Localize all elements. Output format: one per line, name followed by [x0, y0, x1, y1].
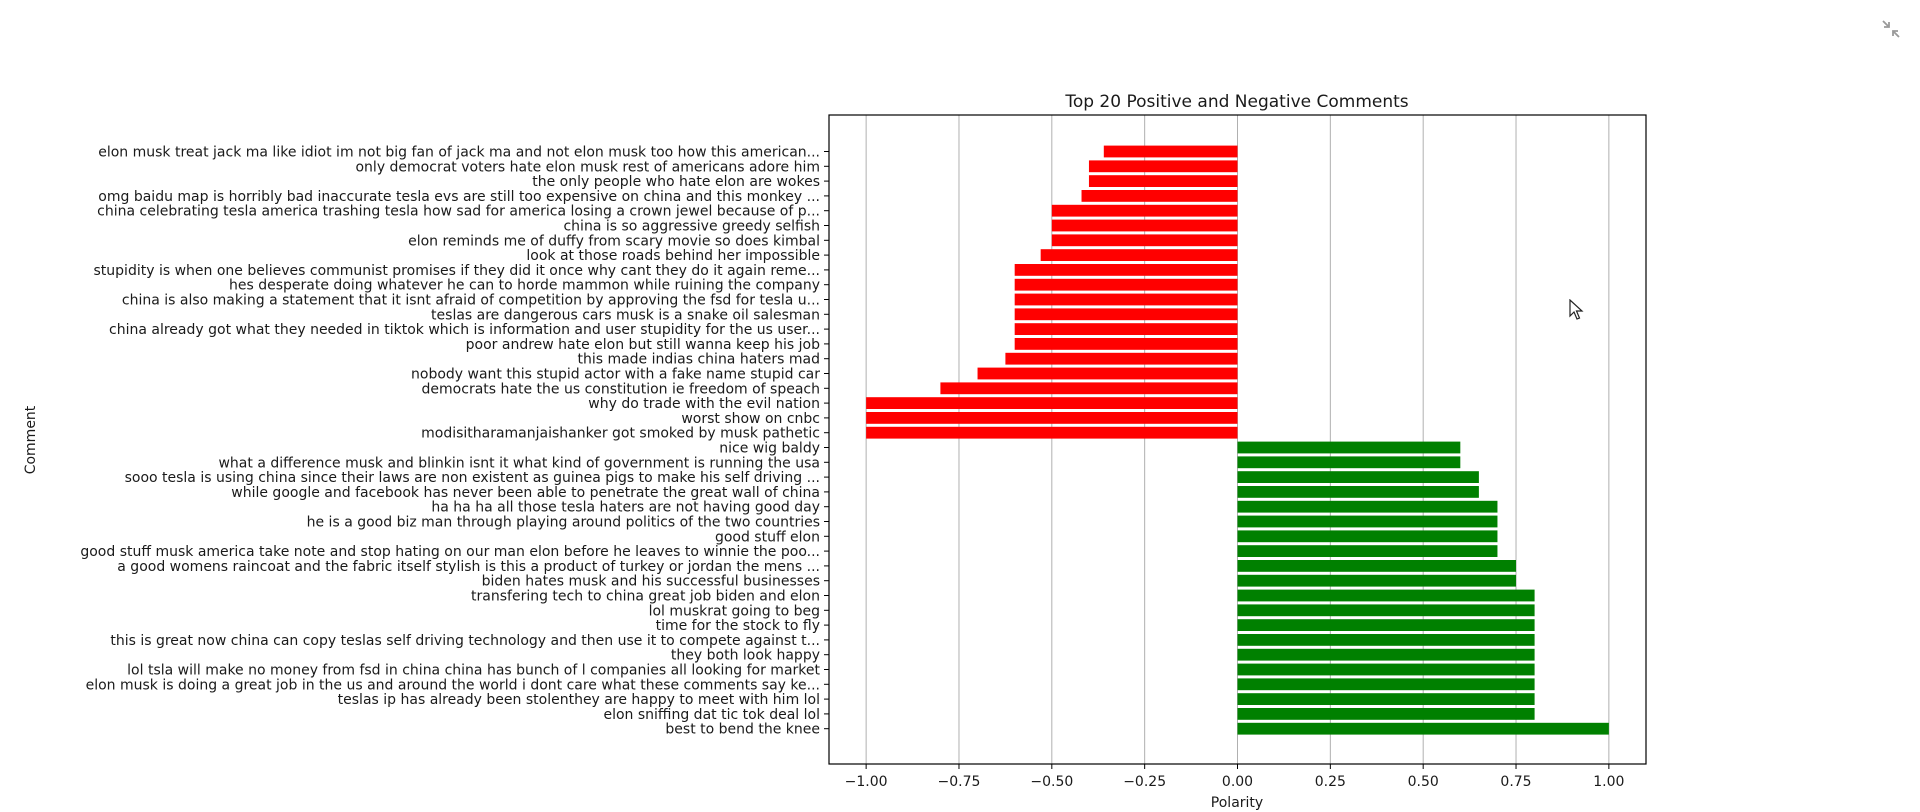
x-axis-label: Polarity: [1211, 795, 1263, 811]
positive-bar: [1237, 545, 1498, 557]
y-tick-label: good stuff elon: [715, 529, 820, 545]
negative-bar: [866, 397, 1238, 409]
y-tick-label: sooo tesla is using china since their la…: [125, 470, 820, 486]
y-tick-label: best to bend the knee: [665, 722, 820, 738]
y-tick-label: omg baidu map is horribly bad inaccurate…: [98, 189, 820, 205]
positive-bar: [1237, 634, 1535, 646]
positive-bar: [1237, 648, 1535, 661]
positive-bar: [1237, 560, 1517, 572]
negative-bar: [1014, 308, 1238, 321]
y-tick-label: stupidity is when one believes communist…: [94, 263, 820, 279]
y-tick-label: china is so aggressive greedy selfish: [563, 219, 820, 235]
y-tick-label: this made indias china haters mad: [577, 352, 820, 368]
positive-bar: [1237, 530, 1498, 543]
y-tick-label: a good womens raincoat and the fabric it…: [117, 559, 820, 575]
negative-bar: [1005, 352, 1238, 365]
y-axis-label: Comment: [23, 405, 39, 474]
negative-bar: [866, 426, 1238, 439]
x-tick-label: −1.00: [845, 774, 888, 790]
y-axis-ticks: elon musk treat jack ma like idiot im no…: [80, 145, 829, 738]
y-tick-label: he is a good biz man through playing aro…: [307, 515, 820, 531]
negative-bar: [1014, 264, 1238, 276]
y-tick-label: worst show on cnbc: [681, 411, 820, 427]
positive-bar: [1237, 722, 1609, 735]
y-tick-label: poor andrew hate elon but still wanna ke…: [466, 337, 820, 353]
y-tick-label: lol tsla will make no money from fsd in …: [127, 663, 820, 679]
y-tick-label: china celebrating tesla america trashing…: [97, 204, 820, 220]
mouse-pointer-icon: [1569, 298, 1585, 321]
positive-bar: [1237, 678, 1535, 691]
positive-bar: [1237, 693, 1535, 705]
positive-bar: [1237, 441, 1461, 454]
positive-bar: [1237, 515, 1498, 528]
y-tick-label: elon sniffing dat tic tok deal lol: [603, 707, 820, 723]
negative-bar: [977, 367, 1238, 380]
positive-bar: [1237, 574, 1517, 587]
positive-bar: [1237, 456, 1461, 469]
positive-bar: [1237, 708, 1535, 720]
negative-bar: [1014, 293, 1238, 306]
positive-bar: [1237, 619, 1535, 631]
y-tick-label: while google and facebook has never been…: [231, 485, 820, 501]
positive-bar: [1237, 486, 1479, 498]
negative-bar: [1051, 234, 1238, 247]
y-tick-label: time for the stock to fly: [656, 618, 820, 634]
x-axis-ticks: −1.00 −0.75 −0.50 −0.25 0.00 0.25 0.50 0.75 1.00: [845, 764, 1624, 790]
y-tick-label: china already got what they needed in ti…: [109, 322, 820, 338]
y-tick-label: modisitharamanjaishanker got smoked by m…: [421, 426, 820, 442]
negative-bar: [1014, 323, 1238, 335]
y-tick-label: the only people who hate elon are wokes: [532, 174, 820, 190]
y-tick-label: democrats hate the us constitution ie fr…: [422, 381, 820, 397]
negative-bar: [1088, 160, 1238, 173]
y-tick-label: only democrat voters hate elon musk rest…: [355, 159, 820, 175]
negative-bar: [1014, 278, 1238, 291]
positive-bar: [1237, 500, 1498, 513]
x-tick-label: 0.50: [1408, 774, 1439, 790]
negative-bar: [866, 412, 1238, 424]
y-tick-label: they both look happy: [671, 648, 820, 664]
y-tick-label: good stuff musk america take note and st…: [80, 544, 820, 560]
y-tick-label: teslas are dangerous cars musk is a snak…: [431, 307, 820, 323]
y-tick-label: look at those roads behind her impossibl…: [526, 248, 820, 264]
y-tick-label: lol muskrat going to beg: [649, 603, 820, 619]
positive-bar: [1237, 471, 1479, 483]
x-tick-label: −0.50: [1030, 774, 1073, 790]
x-tick-label: −0.25: [1123, 774, 1166, 790]
negative-bar: [1103, 145, 1238, 158]
y-tick-label: nice wig baldy: [719, 441, 820, 457]
negative-bar: [1081, 190, 1238, 202]
y-tick-label: china is also making a statement that it…: [122, 293, 820, 309]
chart-title: Top 20 Positive and Negative Comments: [1064, 92, 1408, 112]
x-tick-label: 1.00: [1593, 774, 1624, 790]
y-tick-label: elon musk treat jack ma like idiot im no…: [98, 145, 820, 161]
positive-bar: [1237, 663, 1535, 676]
positive-bar: [1237, 604, 1535, 617]
y-tick-label: nobody want this stupid actor with a fak…: [411, 367, 820, 383]
y-tick-label: teslas ip has already been stolenthey ar…: [338, 692, 820, 708]
collapse-arrows-icon[interactable]: [1880, 18, 1902, 40]
positive-bar: [1237, 589, 1535, 602]
bars: [866, 145, 1609, 735]
y-tick-label: this is great now china can copy teslas …: [110, 633, 820, 649]
y-tick-label: transfering tech to china great job bide…: [471, 589, 820, 605]
negative-bar: [940, 382, 1238, 395]
y-tick-label: why do trade with the evil nation: [588, 396, 820, 412]
negative-bar: [1051, 204, 1238, 217]
negative-bar: [1088, 175, 1238, 187]
negative-bar: [1040, 249, 1238, 261]
x-tick-label: 0.00: [1222, 774, 1253, 790]
y-tick-label: ha ha ha all those tesla haters are not …: [431, 500, 820, 516]
negative-bar: [1051, 219, 1238, 232]
x-tick-label: −0.75: [938, 774, 981, 790]
y-tick-label: biden hates musk and his successful busi…: [482, 574, 820, 590]
y-tick-label: what a difference musk and blinkin isnt …: [218, 455, 820, 471]
x-tick-label: 0.75: [1500, 774, 1531, 790]
x-tick-label: 0.25: [1315, 774, 1346, 790]
y-tick-label: elon reminds me of duffy from scary movi…: [408, 233, 820, 249]
negative-bar: [1014, 338, 1238, 350]
y-tick-label: hes desperate doing whatever he can to h…: [229, 278, 820, 294]
y-tick-label: elon musk is doing a great job in the us…: [86, 677, 820, 693]
